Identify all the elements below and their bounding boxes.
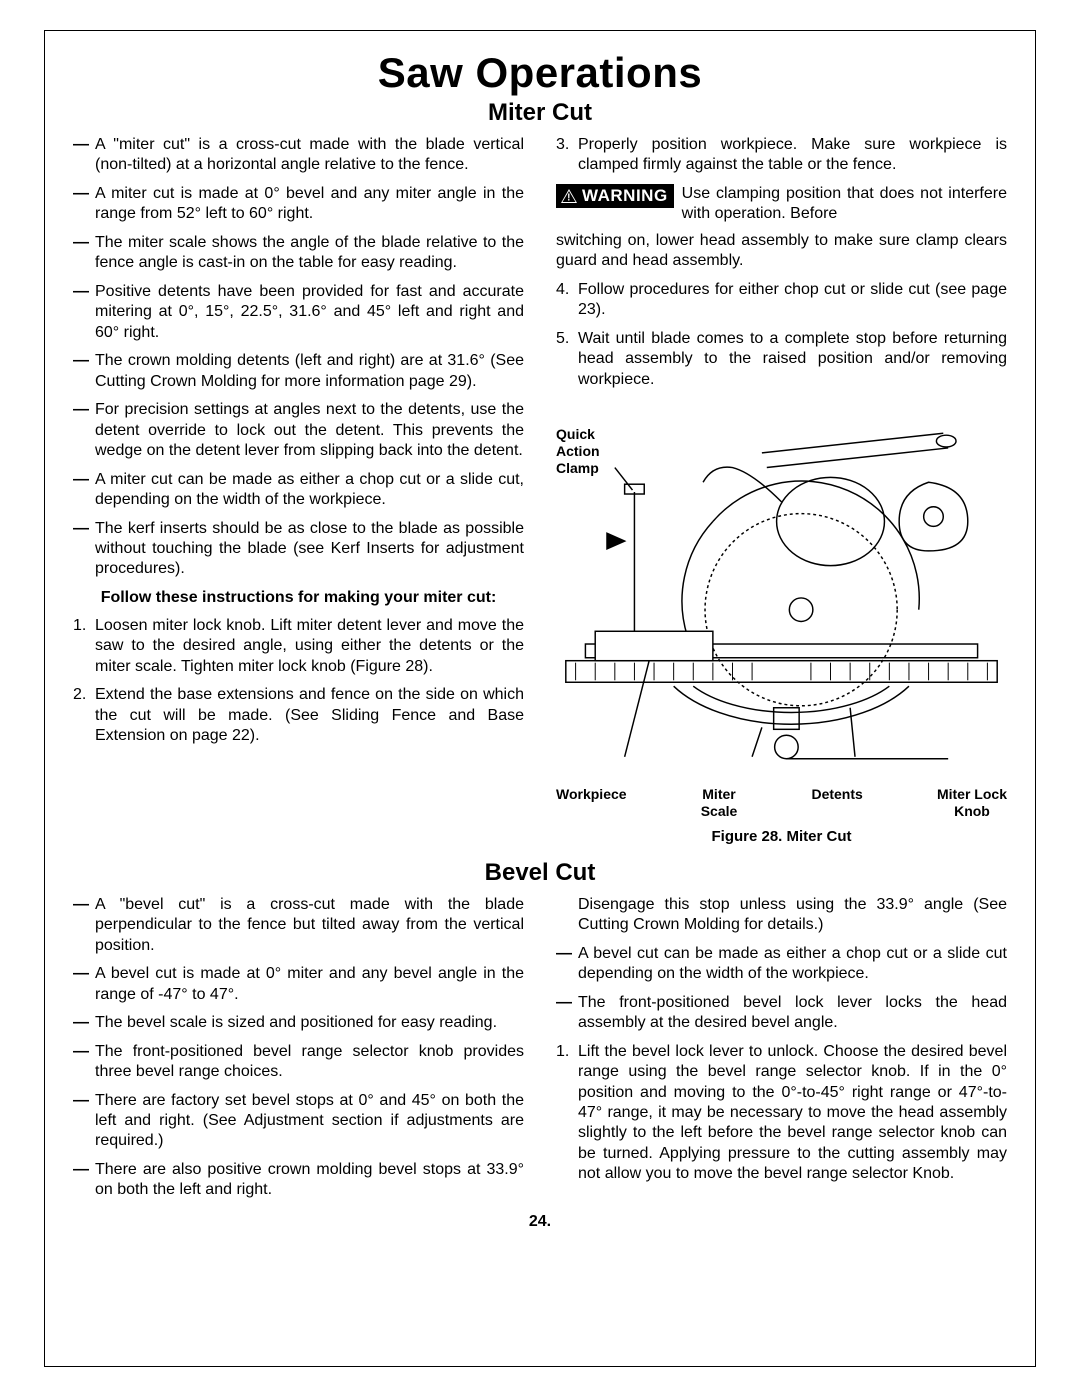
warning-continue: switching on, lower head assembly to mak… <box>556 231 1007 272</box>
figure-label-quick-action-clamp: Quick Action Clamp <box>556 426 600 476</box>
miter-bullet: —Positive detents have been provided for… <box>73 282 524 343</box>
warning-triangle-icon: ! <box>560 188 578 204</box>
page-number: 24. <box>73 1213 1007 1231</box>
warning-label-text: WARNING <box>582 186 668 206</box>
figure-label-workpiece: Workpiece <box>556 786 627 820</box>
miter-bullet: —A "miter cut" is a cross-cut made with … <box>73 135 524 176</box>
warning-lead: Use clamping position that does not inte… <box>682 184 1007 225</box>
miter-heading: Miter Cut <box>73 99 1007 127</box>
page-title: Saw Operations <box>73 49 1007 97</box>
bevel-left-col: —A "bevel cut" is a cross-cut made with … <box>73 895 524 1209</box>
miter-saw-illustration <box>556 410 1007 780</box>
miter-bullet: —The crown molding detents (left and rig… <box>73 351 524 392</box>
miter-bullet: —A miter cut is made at 0° bevel and any… <box>73 184 524 225</box>
miter-step: 1.Loosen miter lock knob. Lift miter det… <box>73 616 524 677</box>
warning-badge: ! WARNING <box>556 184 674 208</box>
page-frame: Saw Operations Miter Cut —A "miter cut" … <box>44 30 1036 1367</box>
miter-columns: —A "miter cut" is a cross-cut made with … <box>73 135 1007 845</box>
bevel-bullet: —The front-positioned bevel lock lever l… <box>556 993 1007 1034</box>
bevel-bullet: —A bevel cut is made at 0° miter and any… <box>73 964 524 1005</box>
miter-step: 5.Wait until blade comes to a complete s… <box>556 329 1007 390</box>
svg-text:!: ! <box>567 192 571 203</box>
figure-28: Quick Action Clamp <box>556 410 1007 845</box>
bevel-heading: Bevel Cut <box>73 859 1007 887</box>
bevel-right-col: Disengage this stop unless using the 33.… <box>556 895 1007 1209</box>
miter-bullet: —The miter scale shows the angle of the … <box>73 233 524 274</box>
figure-label-miter-lock-knob: Miter Lock Knob <box>937 786 1007 820</box>
miter-right-col: 3.Properly position workpiece. Make sure… <box>556 135 1007 845</box>
miter-instructions-heading: Follow these instructions for making you… <box>73 588 524 608</box>
bevel-bullet: —The bevel scale is sized and positioned… <box>73 1013 524 1033</box>
miter-left-col: —A "miter cut" is a cross-cut made with … <box>73 135 524 845</box>
figure-caption: Figure 28. Miter Cut <box>556 828 1007 845</box>
figure-bottom-labels: Workpiece Miter Scale Detents Miter Lock… <box>556 786 1007 820</box>
bevel-bullet: —The front-positioned bevel range select… <box>73 1042 524 1083</box>
bevel-columns: —A "bevel cut" is a cross-cut made with … <box>73 895 1007 1209</box>
figure-label-detents: Detents <box>811 786 862 820</box>
bevel-continuation: Disengage this stop unless using the 33.… <box>556 895 1007 936</box>
bevel-bullet: —There are also positive crown molding b… <box>73 1160 524 1201</box>
warning-row: ! WARNING Use clamping position that doe… <box>556 184 1007 225</box>
bevel-bullet: —A bevel cut can be made as either a cho… <box>556 944 1007 985</box>
miter-step: 3.Properly position workpiece. Make sure… <box>556 135 1007 176</box>
miter-bullet: —The kerf inserts should be as close to … <box>73 519 524 580</box>
miter-step: 4.Follow procedures for either chop cut … <box>556 280 1007 321</box>
miter-bullet: —A miter cut can be made as either a cho… <box>73 470 524 511</box>
figure-label-miter-scale: Miter Scale <box>701 786 738 820</box>
bevel-bullet: —There are factory set bevel stops at 0°… <box>73 1091 524 1152</box>
bevel-step: 1.Lift the bevel lock lever to unlock. C… <box>556 1042 1007 1185</box>
miter-bullet: —For precision settings at angles next t… <box>73 400 524 461</box>
figure-illustration: Quick Action Clamp <box>556 410 1007 780</box>
miter-step: 2.Extend the base extensions and fence o… <box>73 685 524 746</box>
bevel-bullet: —A "bevel cut" is a cross-cut made with … <box>73 895 524 956</box>
